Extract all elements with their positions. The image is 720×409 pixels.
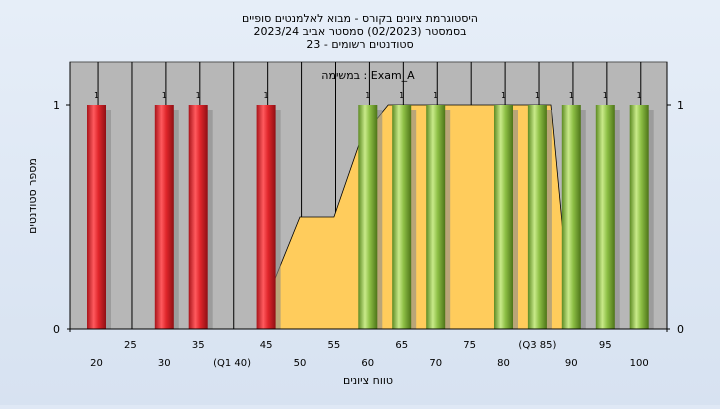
x-tick-label: 100 bbox=[630, 358, 649, 369]
y-tick-right-0: 0 bbox=[677, 323, 684, 336]
x-tick-label: 60 bbox=[361, 358, 374, 369]
y-axis-label: מספר סטודנטים bbox=[26, 158, 39, 234]
x-tick-labels: 25 35 45 55 65 75 (Q3 85) 95 20 30 (Q1 40) 50 60 70 80… bbox=[90, 340, 649, 369]
bar-value-label: 1 bbox=[501, 91, 506, 100]
x-tick-label: 20 bbox=[90, 358, 103, 369]
bar-20 bbox=[87, 105, 106, 329]
bar-100 bbox=[629, 105, 649, 329]
bar-value-label: 1 bbox=[162, 91, 167, 100]
bar-value-label: 1 bbox=[637, 91, 642, 100]
bar-value-label: 1 bbox=[365, 91, 370, 100]
x-tick-label: 75 bbox=[463, 340, 476, 351]
x-tick-label: 50 bbox=[294, 358, 307, 369]
bar-value-label: 1 bbox=[196, 91, 201, 100]
chart-title-line-1: היסטוגרמת ציונים בקורס - מבוא לאלמנטים ס… bbox=[242, 12, 478, 25]
bar-value-label: 1 bbox=[94, 91, 99, 100]
bar-95 bbox=[595, 105, 615, 329]
bar-65 bbox=[392, 105, 412, 329]
bar-90 bbox=[561, 105, 581, 329]
y-tick-left-0: 0 bbox=[53, 323, 60, 336]
bar-value-labels: 1 1 1 1 1 1 1 1 1 1 1 1 bbox=[94, 91, 642, 100]
x-tick-label: 70 bbox=[429, 358, 442, 369]
y-tick-left-1: 1 bbox=[53, 99, 60, 112]
bar-45 bbox=[256, 105, 276, 329]
bar-35 bbox=[188, 105, 208, 329]
bar-value-label: 1 bbox=[569, 91, 574, 100]
bar-80 bbox=[494, 105, 513, 329]
chart-annotation: במשימה : Exam_A bbox=[321, 69, 415, 82]
bar-value-label: 1 bbox=[399, 91, 404, 100]
bar-70 bbox=[426, 105, 446, 329]
x-tick-label: 65 bbox=[395, 340, 408, 351]
bar-85 bbox=[527, 105, 547, 329]
bar-value-label: 1 bbox=[603, 91, 608, 100]
x-tick-label: 80 bbox=[497, 358, 510, 369]
x-tick-label: 30 bbox=[158, 358, 171, 369]
x-tick-label: 25 bbox=[124, 340, 137, 351]
x-tick-label: 90 bbox=[565, 358, 578, 369]
bar-value-label: 1 bbox=[535, 91, 540, 100]
x-tick-label: (Q3 85) bbox=[518, 340, 556, 351]
x-tick-label: 55 bbox=[328, 340, 341, 351]
chart-title-line-3: סטודנטים רשומים - 23 bbox=[306, 38, 413, 51]
x-axis-label: טווח ציונים bbox=[343, 374, 393, 387]
x-tick-label: 95 bbox=[599, 340, 612, 351]
bar-30 bbox=[154, 105, 174, 329]
x-tick-label: (Q1 40) bbox=[213, 358, 251, 369]
chart-title-line-2: בסמסטר (02/2023) סמסטר אביב 2023/24 bbox=[253, 25, 466, 38]
x-tick-label: 45 bbox=[260, 340, 273, 351]
bar-60 bbox=[358, 105, 378, 329]
bar-value-label: 1 bbox=[433, 91, 438, 100]
bars-layer bbox=[87, 105, 654, 329]
y-tick-right-1: 1 bbox=[677, 99, 684, 112]
bar-value-label: 1 bbox=[264, 91, 269, 100]
x-tick-label: 35 bbox=[192, 340, 205, 351]
